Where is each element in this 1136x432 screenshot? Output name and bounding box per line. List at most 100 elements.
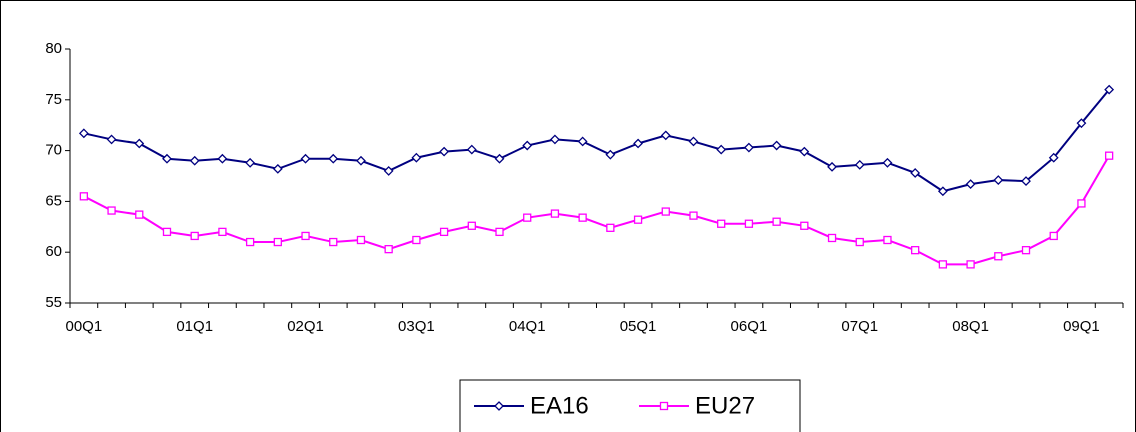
series-line <box>83 89 1110 193</box>
y-tick-label: 70 <box>45 142 62 159</box>
marker <box>827 161 837 172</box>
marker <box>384 245 393 254</box>
x-tick-label: 09Q1 <box>1063 318 1100 335</box>
marker <box>743 142 754 153</box>
marker <box>883 235 892 245</box>
marker <box>272 163 283 174</box>
marker <box>1049 231 1058 241</box>
marker <box>550 209 560 218</box>
marker <box>633 215 643 224</box>
marker <box>134 138 145 149</box>
x-tick-label: 02Q1 <box>287 318 324 335</box>
x-tick-label: 05Q1 <box>620 318 657 335</box>
y-tick-label: 60 <box>45 243 62 260</box>
marker <box>217 153 228 164</box>
y-tick-label: 55 <box>45 294 62 311</box>
marker <box>494 401 504 411</box>
marker <box>356 235 366 245</box>
marker <box>79 192 89 201</box>
marker <box>466 144 477 155</box>
marker <box>328 153 339 164</box>
marker <box>660 130 671 141</box>
marker <box>273 237 282 247</box>
marker <box>994 252 1003 261</box>
marker <box>1076 118 1087 129</box>
marker <box>245 157 256 168</box>
marker <box>799 146 810 157</box>
x-tick-label: 04Q1 <box>509 318 546 335</box>
marker <box>411 152 422 163</box>
marker <box>855 237 864 247</box>
x-tick-label: 06Q1 <box>731 318 768 335</box>
x-tick-label: 07Q1 <box>841 318 878 335</box>
marker <box>577 136 588 147</box>
marker <box>162 153 172 164</box>
marker <box>300 153 311 164</box>
marker <box>189 155 200 166</box>
x-tick-label: 03Q1 <box>398 318 435 335</box>
marker <box>993 175 1004 185</box>
series-line <box>83 155 1111 266</box>
marker <box>356 155 366 166</box>
marker <box>467 221 476 230</box>
y-tick-label: 65 <box>45 192 62 209</box>
marker <box>162 227 172 237</box>
marker <box>716 144 727 155</box>
marker <box>107 206 116 215</box>
marker <box>135 210 144 219</box>
marker <box>190 231 199 241</box>
marker <box>106 134 117 145</box>
x-tick-label: 08Q1 <box>952 318 989 335</box>
marker <box>633 138 643 149</box>
marker <box>1021 176 1031 186</box>
marker <box>495 227 504 237</box>
marker <box>854 159 865 170</box>
marker <box>605 149 616 160</box>
marker <box>78 128 89 139</box>
marker <box>689 211 698 220</box>
legend-label: EU27 <box>695 392 755 419</box>
marker <box>301 231 310 241</box>
marker <box>966 260 975 269</box>
marker <box>1048 152 1059 163</box>
x-tick-label: 00Q1 <box>66 318 103 335</box>
marker <box>1104 151 1114 160</box>
marker <box>688 136 699 147</box>
marker <box>522 140 533 151</box>
marker <box>383 166 394 176</box>
marker <box>937 186 948 197</box>
marker <box>772 217 781 226</box>
marker <box>911 246 920 255</box>
marker <box>1104 84 1115 95</box>
legend-label: EA16 <box>530 392 589 419</box>
marker <box>661 207 670 216</box>
marker <box>439 146 450 157</box>
marker <box>827 233 837 243</box>
marker <box>1077 199 1086 208</box>
marker <box>659 401 669 411</box>
y-tick-label: 80 <box>45 40 62 57</box>
marker <box>744 219 754 228</box>
marker <box>965 179 976 190</box>
marker <box>606 223 615 232</box>
marker <box>1021 246 1031 255</box>
marker <box>910 168 921 178</box>
marker <box>523 213 532 222</box>
marker <box>771 140 782 151</box>
y-tick-label: 75 <box>45 91 62 108</box>
marker <box>550 134 560 145</box>
marker <box>578 213 587 222</box>
marker <box>412 235 421 245</box>
marker <box>882 157 893 168</box>
marker <box>245 237 255 247</box>
marker <box>494 153 505 164</box>
marker <box>218 227 227 237</box>
marker <box>439 227 449 237</box>
marker <box>938 260 948 269</box>
marker <box>800 221 809 230</box>
marker <box>717 219 726 228</box>
marker <box>329 237 338 247</box>
x-tick-label: 01Q1 <box>176 318 213 335</box>
